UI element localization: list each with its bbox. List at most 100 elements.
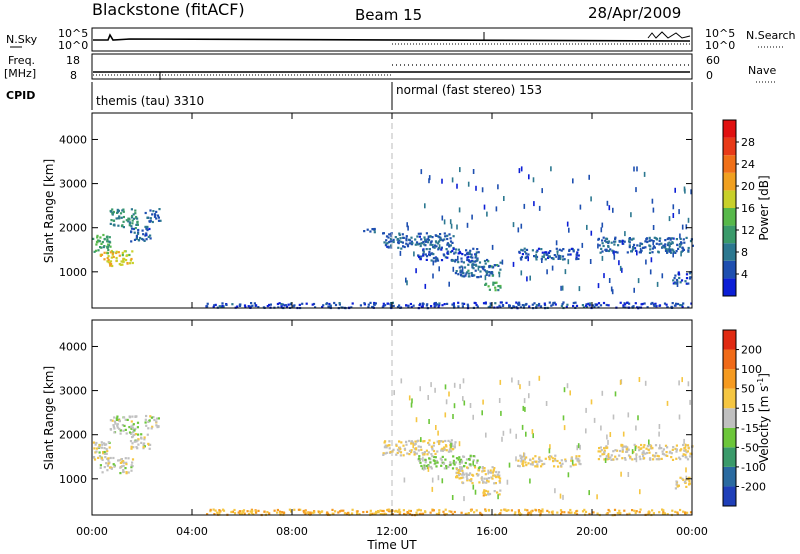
range-cell: [137, 443, 140, 446]
range-cell: [468, 251, 471, 254]
range-cell: [408, 239, 412, 242]
range-cell: [155, 420, 158, 423]
scatter-cell: [424, 283, 427, 289]
range-cell: [103, 251, 106, 254]
range-cell: [376, 511, 379, 514]
range-cell: [685, 282, 688, 285]
range-cell: [302, 509, 305, 513]
scatter-cell: [637, 278, 640, 284]
scatter-cell: [437, 430, 439, 436]
x-tick-label: 12:00: [376, 525, 408, 538]
scatter-cell: [451, 495, 454, 500]
range-cell: [469, 260, 472, 263]
data-region: [92, 441, 111, 461]
range-cell: [457, 252, 460, 255]
range-cell: [111, 212, 114, 215]
range-cell: [458, 456, 461, 459]
range-cell: [427, 465, 430, 468]
scatter-cell: [621, 267, 623, 273]
range-cell: [117, 209, 120, 212]
range-cell: [122, 208, 125, 211]
range-cell: [461, 253, 464, 256]
y-tick-label: 2000: [59, 222, 87, 235]
range-cell: [326, 511, 329, 514]
range-cell: [601, 250, 604, 253]
range-cell: [490, 303, 493, 306]
range-cell: [465, 475, 468, 478]
range-cell: [679, 243, 682, 246]
range-cell: [112, 424, 115, 427]
range-cell: [126, 418, 129, 421]
range-cell: [405, 235, 408, 238]
range-cell: [109, 222, 112, 225]
scatter-cell: [560, 285, 562, 291]
scatter-cell: [612, 207, 614, 213]
range-cell: [458, 477, 461, 480]
range-cell: [673, 277, 676, 280]
range-cell: [439, 457, 442, 460]
scatter-cell: [449, 219, 452, 225]
range-cell: [671, 248, 674, 251]
range-cell: [402, 454, 405, 457]
range-cell: [609, 456, 612, 459]
range-cell: [605, 455, 608, 458]
range-cell: [562, 258, 565, 261]
range-cell: [492, 470, 495, 473]
range-cell: [508, 304, 511, 307]
range-cell: [113, 427, 116, 430]
range-cell: [425, 232, 428, 235]
range-cell: [422, 254, 425, 257]
range-cell: [651, 447, 654, 450]
scatter-cell: [672, 252, 674, 258]
range-cell: [469, 464, 472, 467]
range-cell: [604, 248, 607, 251]
scatter-cell: [608, 205, 611, 211]
range-cell: [666, 243, 669, 247]
range-cell: [465, 249, 468, 252]
range-cell: [631, 509, 634, 512]
range-cell: [492, 281, 495, 284]
range-cell: [107, 261, 110, 264]
range-cell: [676, 485, 679, 488]
range-cell: [563, 258, 566, 261]
range-cell: [482, 481, 485, 484]
colorbar-swatch: [723, 190, 736, 208]
range-cell: [641, 246, 645, 249]
scatter-cell: [633, 287, 635, 293]
range-cell: [114, 422, 117, 425]
range-cell: [599, 304, 603, 307]
range-cell: [600, 247, 603, 250]
range-cell: [153, 418, 156, 422]
range-cell: [560, 459, 563, 462]
range-cell: [418, 304, 421, 307]
range-cell: [116, 210, 119, 214]
range-cell: [628, 240, 631, 243]
range-cell: [602, 301, 606, 305]
range-cell: [603, 451, 606, 454]
range-cell: [681, 305, 684, 308]
range-cell: [435, 245, 438, 248]
range-cell: [537, 247, 541, 250]
range-cell: [427, 441, 430, 445]
range-cell: [550, 304, 553, 307]
range-cell: [396, 448, 400, 451]
range-cell: [103, 237, 106, 241]
range-cell: [398, 446, 402, 449]
nsky-trace: [93, 33, 691, 42]
range-cell: [663, 512, 666, 515]
scatter-cell: [550, 166, 552, 172]
range-cell: [148, 447, 151, 450]
range-cell: [448, 233, 451, 236]
scatter-cell: [411, 398, 413, 404]
range-cell: [402, 509, 405, 512]
range-cell: [630, 250, 633, 253]
range-cell: [155, 210, 158, 213]
range-cell: [555, 255, 558, 258]
scatter-cell: [406, 222, 408, 228]
range-cell: [92, 237, 95, 240]
range-cell: [639, 242, 642, 245]
range-cell: [494, 302, 497, 305]
scatter-cell: [498, 398, 501, 403]
range-cell: [497, 264, 500, 267]
